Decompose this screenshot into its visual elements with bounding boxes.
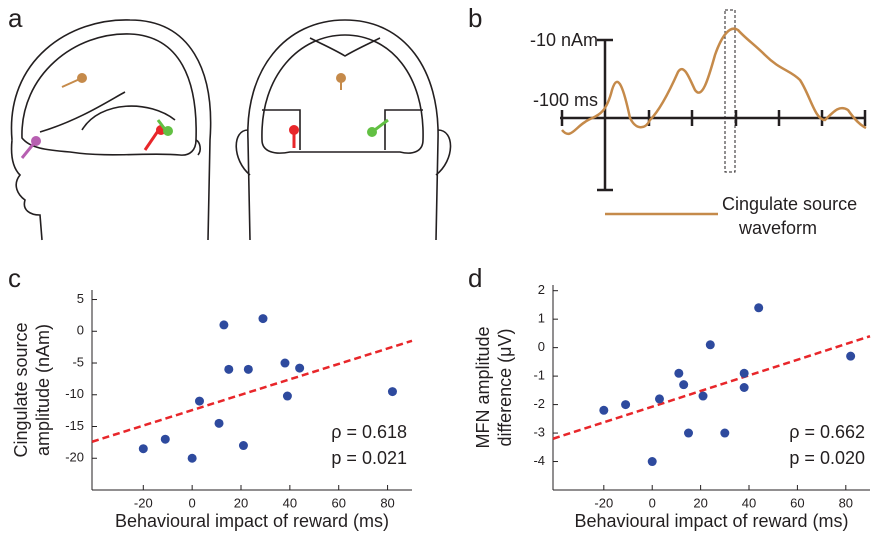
y-tick-label: 2 <box>538 282 545 297</box>
waveform-panel: -10 nAm -100 ms Cingulate source wavefor… <box>530 9 867 238</box>
annotation: p = 0.021 <box>331 448 407 468</box>
y-tick-label: -10 <box>65 386 84 401</box>
y-tick-label: 1 <box>538 311 545 326</box>
point <box>138 444 148 454</box>
point <box>739 368 749 378</box>
point <box>238 441 248 451</box>
point <box>698 391 708 401</box>
point <box>684 428 694 438</box>
y-tick-label: -2 <box>533 396 545 411</box>
annotation: p = 0.020 <box>789 448 865 468</box>
trend-line <box>91 339 413 443</box>
point <box>387 387 397 397</box>
panel-label: c <box>8 263 21 293</box>
trend-line <box>552 335 871 440</box>
y-tick-label: -20 <box>65 450 84 465</box>
point <box>654 394 664 404</box>
point <box>219 320 229 330</box>
point <box>674 368 684 378</box>
point <box>647 457 657 467</box>
y-tick-label: -4 <box>533 453 545 468</box>
point <box>621 400 631 410</box>
point <box>295 363 305 373</box>
amplitude-label: -10 nAm <box>530 30 598 50</box>
y-tick-label: -1 <box>533 368 545 383</box>
x-tick-label: 60 <box>790 495 804 510</box>
y-tick-label: 5 <box>77 291 84 306</box>
x-tick-label: 60 <box>331 495 345 510</box>
x-tick-label: -20 <box>594 495 613 510</box>
y-axis-label: difference (μV) <box>495 328 515 446</box>
x-tick-label: 40 <box>283 495 297 510</box>
time-label: -100 ms <box>533 90 598 110</box>
x-tick-label: -20 <box>134 495 153 510</box>
x-tick-label: 0 <box>649 495 656 510</box>
point <box>243 364 253 374</box>
x-tick-label: 80 <box>839 495 853 510</box>
x-tick-label: 20 <box>234 495 248 510</box>
panel-label: a <box>8 3 23 33</box>
point <box>160 434 170 444</box>
point <box>720 428 730 438</box>
x-tick-label: 20 <box>693 495 707 510</box>
point <box>187 453 197 463</box>
point <box>280 358 290 368</box>
y-tick-label: -5 <box>72 354 84 369</box>
panel-label: b <box>468 3 482 33</box>
x-tick-label: 80 <box>380 495 394 510</box>
y-tick-label: -3 <box>533 424 545 439</box>
legend-text: waveform <box>738 218 817 238</box>
y-tick-label: 0 <box>538 339 545 354</box>
annotation: ρ = 0.618 <box>331 422 407 442</box>
point <box>214 418 224 428</box>
x-axis-label: Behavioural impact of reward (ms) <box>115 511 389 531</box>
x-tick-label: 40 <box>742 495 756 510</box>
y-axis-label: amplitude (nAm) <box>33 324 53 456</box>
annotation: ρ = 0.662 <box>789 422 865 442</box>
y-tick-label: -15 <box>65 418 84 433</box>
point <box>224 364 234 374</box>
x-axis-label: Behavioural impact of reward (ms) <box>574 511 848 531</box>
panel-label: d <box>468 263 482 293</box>
x-tick-label: 0 <box>189 495 196 510</box>
point <box>846 351 856 361</box>
y-axis-label: MFN amplitude <box>473 326 493 448</box>
point <box>679 380 689 390</box>
point <box>194 396 204 406</box>
y-axis-label: Cingulate source <box>11 322 31 457</box>
point <box>599 405 609 415</box>
head-side <box>10 19 212 241</box>
point <box>282 391 292 401</box>
point <box>705 340 715 350</box>
point <box>754 303 764 313</box>
legend-text: Cingulate source <box>722 194 857 214</box>
y-tick-label: 0 <box>77 323 84 338</box>
point <box>258 314 268 324</box>
head-front <box>235 19 452 241</box>
point <box>739 383 749 392</box>
